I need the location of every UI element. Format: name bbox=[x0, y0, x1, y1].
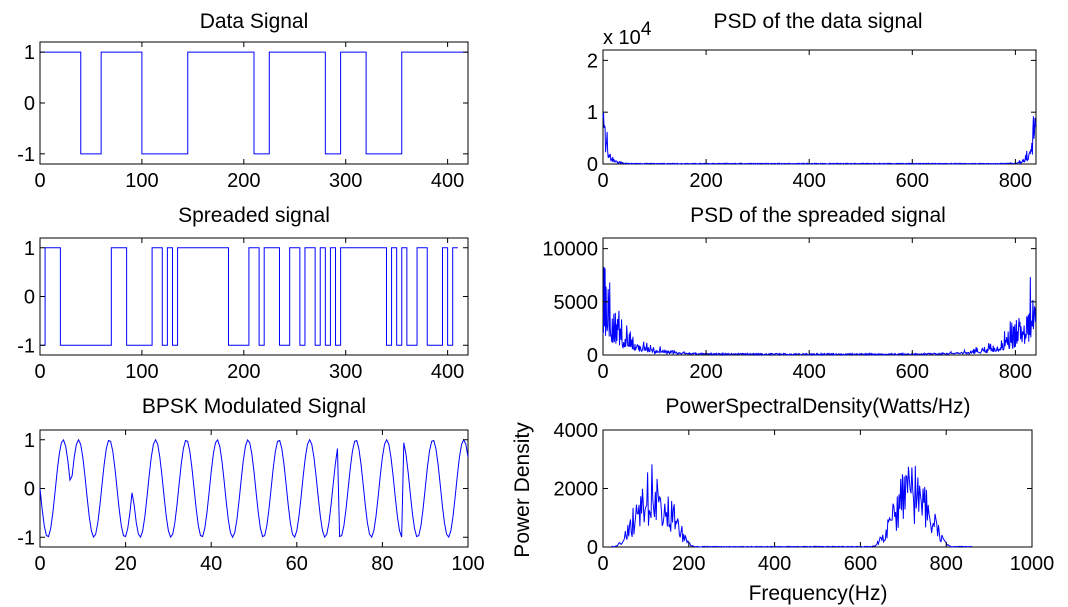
x-tick-label: 80 bbox=[371, 553, 393, 575]
x-tick-label: 0 bbox=[34, 361, 45, 383]
trace-data-signal bbox=[40, 51, 468, 155]
x-tick-label: 1000 bbox=[1010, 553, 1055, 575]
trace-spreaded-signal bbox=[40, 247, 458, 346]
panel-power-spectral-density: PowerSpectralDensity(Watts/Hz) 0 200 400 60… bbox=[511, 395, 1054, 605]
x-tick-label: 0 bbox=[597, 170, 608, 192]
x-tick-label: 800 bbox=[999, 170, 1032, 192]
y-tick-label: 10000 bbox=[542, 239, 598, 261]
panel-psd-spreaded: PSD of the spreaded signal 0 200 400 600 800… bbox=[542, 204, 1037, 383]
axes-frame-psd-spreaded bbox=[602, 237, 1037, 356]
panel-spreaded-signal: Spreaded signal 0 100 200 300 400 -1 0 1 bbox=[17, 204, 469, 383]
x-tick-label: 100 bbox=[125, 361, 158, 383]
scale-factor-psd-data: x 104 bbox=[603, 19, 652, 49]
scale-prefix: x 10 bbox=[603, 27, 641, 49]
y-tick-label: 0 bbox=[24, 93, 35, 115]
x-tick-label: 0 bbox=[597, 361, 608, 383]
title-psd-spreaded: PSD of the spreaded signal bbox=[690, 204, 946, 227]
y-tick-label: 5000 bbox=[554, 292, 599, 314]
axes-frame-bpsk-signal bbox=[39, 429, 469, 548]
axes-frame-psd-data bbox=[602, 49, 1037, 165]
x-tick-label: 600 bbox=[844, 553, 877, 575]
x-tick-label: 300 bbox=[329, 361, 362, 383]
x-tick-label: 0 bbox=[34, 170, 45, 192]
panel-bpsk-signal: BPSK Modulated Signal 0 20 40 60 80 100 -1 0 1 bbox=[17, 395, 484, 575]
x-tick-label: 20 bbox=[114, 553, 136, 575]
y-tick-label: 0 bbox=[24, 287, 35, 309]
ticks-power-spectral-density: 0 200 400 600 800 1000 0 2000 4000 bbox=[554, 420, 1055, 575]
panel-psd-data: PSD of the data signal x 104 0 200 400 600 8… bbox=[587, 10, 1037, 192]
y-tick-label: -1 bbox=[17, 335, 35, 357]
y-tick-label: 0 bbox=[587, 345, 598, 367]
x-tick-label: 200 bbox=[227, 361, 260, 383]
x-tick-label: 400 bbox=[793, 361, 826, 383]
scale-exponent: 4 bbox=[641, 19, 652, 40]
y-tick-label: 4000 bbox=[554, 420, 599, 442]
y-tick-label: -1 bbox=[17, 527, 35, 549]
y-tick-label: 0 bbox=[587, 154, 598, 176]
x-tick-label: 40 bbox=[200, 553, 222, 575]
trace-psd-data bbox=[602, 112, 1036, 166]
ticks-data-signal: 0 100 200 300 400 -1 0 1 bbox=[17, 42, 468, 192]
y-tick-label: 0 bbox=[587, 537, 598, 559]
x-tick-label: 200 bbox=[689, 170, 722, 192]
panel-data-signal: Data Signal 0 100 200 300 400 -1 0 1 bbox=[17, 10, 469, 192]
x-tick-label: 200 bbox=[672, 553, 705, 575]
y-tick-label: 2000 bbox=[554, 479, 599, 501]
y-tick-label: 2 bbox=[587, 50, 598, 72]
ticks-psd-spreaded: 0 200 400 600 800 0 5000 10000 bbox=[542, 238, 1036, 383]
axes-frame-spreaded-signal bbox=[39, 237, 469, 356]
trace-psd-spreaded bbox=[602, 266, 1036, 357]
y-tick-label: 1 bbox=[587, 102, 598, 124]
y-tick-label: 1 bbox=[24, 238, 35, 260]
x-tick-label: 600 bbox=[896, 170, 929, 192]
x-tick-label: 400 bbox=[431, 361, 464, 383]
x-axis-label: Frequency(Hz) bbox=[749, 582, 888, 605]
trace-power-spectral-density bbox=[611, 464, 973, 548]
title-bpsk-signal: BPSK Modulated Signal bbox=[142, 395, 366, 418]
title-spreaded-signal: Spreaded signal bbox=[178, 204, 330, 227]
x-tick-label: 100 bbox=[451, 553, 484, 575]
trace-bpsk-signal bbox=[39, 438, 469, 539]
x-tick-label: 100 bbox=[125, 170, 158, 192]
y-tick-label: 1 bbox=[24, 430, 35, 452]
x-tick-label: 400 bbox=[431, 170, 464, 192]
y-tick-label: 0 bbox=[24, 479, 35, 501]
x-tick-label: 800 bbox=[930, 553, 963, 575]
ticks-bpsk-signal: 0 20 40 60 80 100 -1 0 1 bbox=[17, 430, 484, 575]
title-power-spectral-density: PowerSpectralDensity(Watts/Hz) bbox=[666, 395, 971, 418]
x-tick-label: 0 bbox=[597, 553, 608, 575]
axes-frame-power-spectral-density bbox=[602, 429, 1033, 548]
y-tick-label: -1 bbox=[17, 144, 35, 166]
x-tick-label: 400 bbox=[793, 170, 826, 192]
ticks-spreaded-signal: 0 100 200 300 400 -1 0 1 bbox=[17, 238, 468, 383]
x-tick-label: 200 bbox=[227, 170, 260, 192]
ticks-psd-data: 0 200 400 600 800 0 1 2 bbox=[587, 50, 1036, 192]
x-tick-label: 200 bbox=[689, 361, 722, 383]
title-data-signal: Data Signal bbox=[200, 10, 309, 33]
x-tick-label: 600 bbox=[896, 361, 929, 383]
y-tick-label: 1 bbox=[24, 42, 35, 64]
x-tick-label: 60 bbox=[286, 553, 308, 575]
title-psd-data: PSD of the data signal bbox=[714, 10, 923, 33]
y-axis-label: Power Density bbox=[511, 422, 534, 558]
x-tick-label: 400 bbox=[758, 553, 791, 575]
x-tick-label: 0 bbox=[34, 553, 45, 575]
x-tick-label: 300 bbox=[329, 170, 362, 192]
x-tick-label: 800 bbox=[999, 361, 1032, 383]
